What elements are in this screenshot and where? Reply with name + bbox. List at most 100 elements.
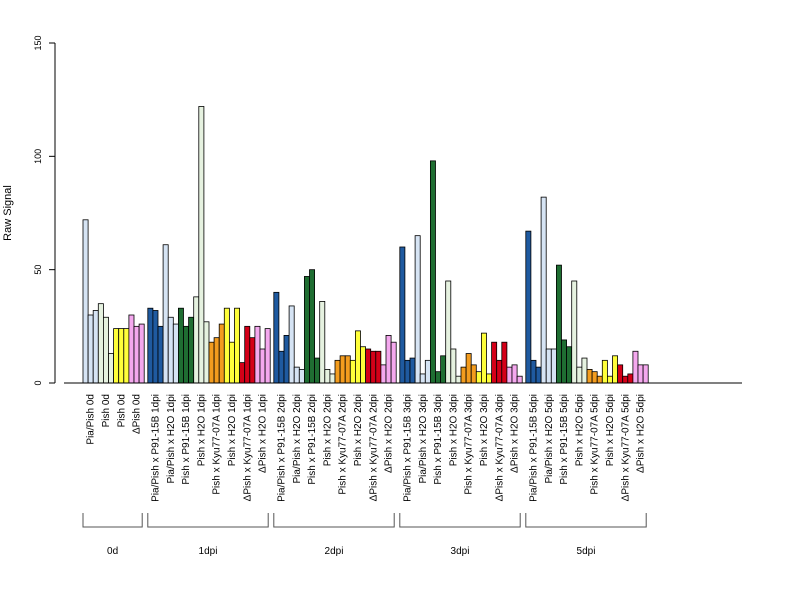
group-bracket: [82, 513, 143, 528]
bar-label: Pish x Kyu77-07A 3dpi: [464, 394, 475, 495]
bar-label: Pish x Kyu77-07A 2dpi: [338, 394, 349, 495]
bar: [429, 160, 436, 384]
bar: [566, 346, 573, 384]
bar: [103, 316, 109, 384]
bar-label: Pish x H2O 3dpi: [448, 394, 459, 466]
bar: [288, 305, 295, 384]
bar: [506, 366, 513, 384]
group-bracket: [399, 513, 521, 528]
bar: [596, 375, 603, 384]
bar: [365, 348, 372, 384]
bar-label: ΔPish x H2O 3dpi: [510, 394, 521, 473]
bar-label: ΔPish x H2O 2dpi: [384, 394, 395, 473]
bar: [97, 303, 104, 384]
bar: [525, 230, 532, 384]
bar: [188, 316, 195, 384]
bar: [491, 341, 498, 384]
bar-label: Pia/Pish x H2O 5dpi: [544, 394, 555, 484]
bar: [344, 355, 351, 384]
bar: [632, 350, 639, 384]
bar: [460, 366, 467, 384]
bar-label: Pish x H2O 2dpi: [353, 394, 364, 466]
bar: [465, 353, 472, 384]
bar-label: Pia/Pish 0d: [86, 394, 97, 445]
bar: [370, 350, 377, 384]
bar: [601, 359, 608, 384]
bar-label: Pish x P91-15B 5dpi: [559, 394, 570, 485]
group-label: 5dpi: [577, 546, 596, 557]
y-tick-label: 150: [33, 35, 43, 50]
bar: [213, 337, 220, 384]
group-label: 1dpi: [199, 546, 218, 557]
bar: [334, 359, 341, 384]
bar-label: Pia/Pish x P91-15B 5dpi: [528, 394, 539, 502]
bar: [576, 366, 583, 384]
bar-label: Pish x H2O 1dpi: [196, 394, 207, 466]
bar-label: Pish x P91-15B 2dpi: [307, 394, 318, 485]
bar-label: Pish 0d: [116, 394, 127, 427]
bar: [228, 341, 235, 384]
bar-label: Pish 0d: [101, 394, 112, 427]
bar: [627, 373, 634, 384]
bar: [571, 280, 578, 384]
group-bracket: [525, 513, 647, 528]
y-axis: 0 50 100 150: [33, 35, 56, 386]
bar-label: Pish x P91-15B 3dpi: [433, 394, 444, 485]
bar: [581, 357, 588, 384]
bar: [167, 316, 174, 384]
bar: [414, 235, 421, 384]
bar: [380, 364, 387, 384]
bar: [234, 307, 240, 384]
bar: [435, 371, 441, 384]
bar: [298, 368, 305, 384]
bar: [172, 323, 179, 384]
bar: [556, 264, 562, 384]
bar: [486, 373, 492, 384]
bar: [218, 323, 225, 384]
bar: [440, 355, 447, 384]
bar: [244, 325, 251, 384]
bar: [617, 364, 624, 384]
bar: [108, 353, 114, 384]
bar: [249, 337, 256, 384]
bar: [404, 359, 411, 384]
bar-label: Pish x P91-15B 1dpi: [181, 394, 192, 485]
bar-label: ΔPish 0d: [132, 394, 143, 434]
bar-label: ΔPish x Kyu77-07A 5dpi: [620, 394, 631, 501]
bar: [264, 328, 271, 384]
group-brackets: 0d 1dpi 2dpi 3dpi 5dpi: [82, 513, 647, 557]
bar: [273, 291, 280, 384]
bar-label: Pish x Kyu77-07A 1dpi: [212, 394, 223, 495]
bar: [82, 219, 89, 384]
bar: [133, 325, 140, 384]
bar: [87, 314, 94, 384]
bar: [637, 364, 644, 384]
bar: [375, 350, 382, 384]
bar: [399, 246, 406, 384]
bar: [360, 346, 366, 384]
bar: [501, 341, 508, 384]
bar-label: Pish x H2O 2dpi: [322, 394, 333, 466]
bar: [309, 269, 315, 384]
bar: [540, 196, 547, 384]
bar-label: ΔPish x Kyu77-07A 2dpi: [368, 394, 379, 501]
group-label: 2dpi: [325, 546, 344, 557]
y-tick-label: 0: [33, 380, 43, 385]
bar: [409, 357, 416, 384]
bar: [385, 334, 392, 384]
bar: [475, 371, 482, 384]
bar: [445, 280, 452, 384]
bar: [511, 364, 518, 384]
bar: [113, 328, 120, 384]
bar: [203, 321, 210, 384]
bar: [642, 364, 649, 384]
bar: [622, 375, 629, 384]
bar: [516, 375, 523, 384]
y-axis-label: Raw Signal: [2, 185, 14, 241]
bar-label: Pish x H2O 5dpi: [605, 394, 616, 466]
bar: [223, 307, 230, 384]
bar-label: ΔPish x Kyu77-07A 1dpi: [242, 394, 253, 501]
bar: [319, 300, 326, 384]
bar: [208, 341, 215, 384]
group-label: 0d: [107, 546, 118, 557]
